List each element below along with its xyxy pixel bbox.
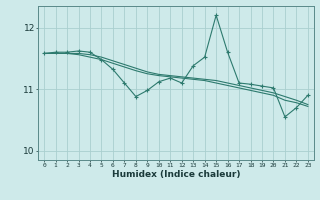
X-axis label: Humidex (Indice chaleur): Humidex (Indice chaleur) [112,170,240,179]
